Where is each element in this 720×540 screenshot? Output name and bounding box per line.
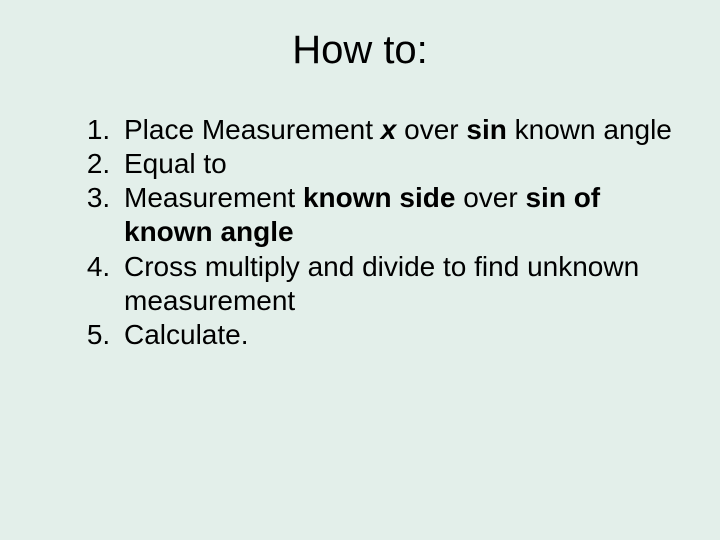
text-run: Calculate. [124,319,249,350]
text-run: sin [466,114,506,145]
slide-content: Place Measurement x over sin known angle… [0,83,720,352]
text-run: x [381,114,397,145]
list-item: Measurement known side over sin of known… [118,181,680,249]
text-run: Equal to [124,148,227,179]
steps-list: Place Measurement x over sin known angle… [40,113,680,352]
text-run: known side [303,182,455,213]
list-item: Equal to [118,147,680,181]
list-item: Place Measurement x over sin known angle [118,113,680,147]
slide: How to: Place Measurement x over sin kno… [0,0,720,540]
text-run: Cross multiply and divide to find unknow… [124,251,639,316]
text-run: Place Measurement [124,114,381,145]
text-run: over [396,114,466,145]
text-run: known angle [507,114,672,145]
list-item: Cross multiply and divide to find unknow… [118,250,680,318]
slide-title: How to: [0,0,720,83]
text-run: over [455,182,525,213]
text-run: Measurement [124,182,303,213]
list-item: Calculate. [118,318,680,352]
